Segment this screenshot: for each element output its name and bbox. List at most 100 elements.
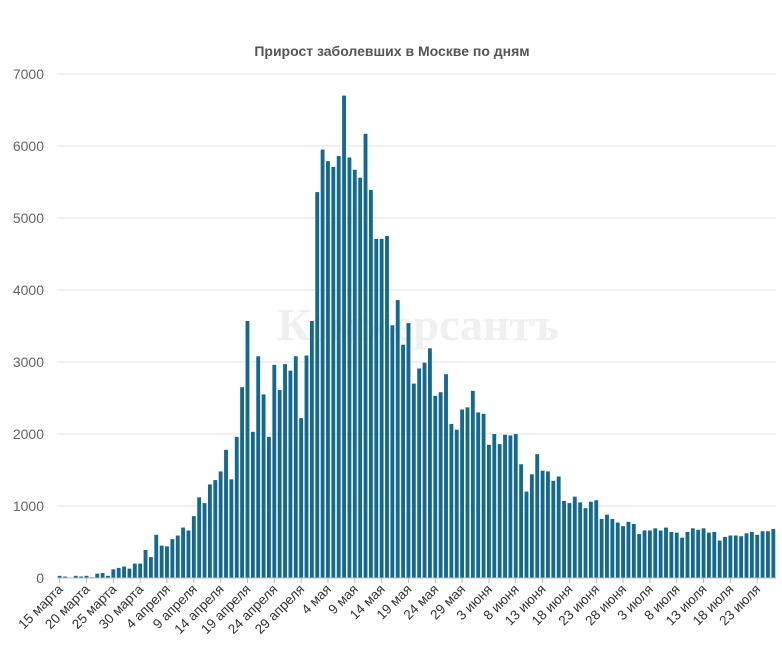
bar xyxy=(186,530,191,578)
bar xyxy=(454,429,459,578)
bar xyxy=(524,491,529,578)
bar xyxy=(363,133,368,578)
bar xyxy=(465,407,470,578)
bar xyxy=(122,566,126,578)
bar xyxy=(540,470,545,578)
bar xyxy=(218,471,223,578)
bar xyxy=(358,177,363,578)
bar xyxy=(503,434,507,578)
y-tick-label: 6000 xyxy=(13,138,44,154)
bar xyxy=(293,356,298,578)
bar xyxy=(615,522,620,578)
x-tick-label: 4 мая xyxy=(298,582,334,618)
bar xyxy=(213,480,218,578)
bar xyxy=(535,454,540,578)
bar xyxy=(481,413,486,578)
bar xyxy=(508,435,513,578)
bar xyxy=(411,383,416,578)
bar xyxy=(159,545,164,578)
bar xyxy=(653,528,658,578)
chart-title: Прирост заболевших в Москве по дням xyxy=(254,43,529,59)
bar xyxy=(100,572,105,578)
bar xyxy=(696,529,701,578)
bar xyxy=(610,518,615,578)
bar xyxy=(148,557,153,578)
bar xyxy=(427,348,432,578)
bar xyxy=(84,575,89,578)
bar xyxy=(95,573,100,578)
bar xyxy=(170,539,175,578)
bar xyxy=(449,423,454,578)
bar xyxy=(229,479,234,578)
bar xyxy=(621,526,626,578)
bar xyxy=(749,531,754,578)
bar xyxy=(352,169,357,578)
bar xyxy=(288,370,293,578)
bar xyxy=(487,444,491,578)
bar xyxy=(599,518,604,578)
y-tick-label: 1000 xyxy=(13,498,44,514)
bar xyxy=(127,568,132,578)
bar xyxy=(605,514,609,578)
bar xyxy=(379,238,384,578)
bar xyxy=(320,149,325,578)
y-tick-label: 7000 xyxy=(13,66,44,82)
bar xyxy=(234,436,239,578)
bar xyxy=(760,531,765,578)
bar xyxy=(551,480,556,578)
bar xyxy=(567,503,572,578)
bar xyxy=(347,157,352,578)
bar xyxy=(433,395,438,578)
bar xyxy=(417,368,422,578)
bar xyxy=(637,534,642,578)
bar xyxy=(175,535,180,578)
bar xyxy=(207,484,212,578)
bar xyxy=(390,325,395,578)
y-tick-label: 0 xyxy=(36,570,44,586)
bar xyxy=(267,436,271,578)
bar xyxy=(690,528,695,578)
bar xyxy=(245,320,250,578)
bar xyxy=(143,549,148,578)
bar xyxy=(766,531,770,578)
bar xyxy=(401,344,406,578)
bar xyxy=(304,355,309,578)
bar xyxy=(79,576,84,578)
bar xyxy=(755,534,760,578)
bar xyxy=(191,516,196,578)
bar xyxy=(261,394,266,578)
bar xyxy=(717,540,722,578)
bar xyxy=(744,533,749,578)
bar xyxy=(669,531,674,578)
bar xyxy=(642,530,647,578)
bar xyxy=(680,537,685,578)
bar xyxy=(250,431,255,578)
bar xyxy=(395,300,400,578)
bar xyxy=(647,530,652,578)
bar xyxy=(572,496,577,578)
bar xyxy=(368,189,373,579)
bar xyxy=(492,434,497,578)
bar xyxy=(106,575,110,578)
bar xyxy=(315,192,320,578)
bar xyxy=(57,575,62,578)
bar xyxy=(438,392,443,578)
bar xyxy=(664,527,668,578)
bar xyxy=(385,236,389,578)
bar xyxy=(733,535,738,578)
bar xyxy=(519,464,524,578)
bar xyxy=(594,500,599,578)
y-tick-label: 4000 xyxy=(13,282,44,298)
bar xyxy=(326,161,330,578)
bar xyxy=(631,524,636,578)
bar xyxy=(73,575,78,578)
bar xyxy=(701,528,706,578)
y-axis: 0 1000 2000 3000 4000 5000 6000 7000 xyxy=(13,66,44,586)
bar xyxy=(626,521,631,578)
bar xyxy=(132,563,137,578)
bar xyxy=(470,390,475,578)
bar xyxy=(154,534,159,578)
bar xyxy=(712,531,717,578)
